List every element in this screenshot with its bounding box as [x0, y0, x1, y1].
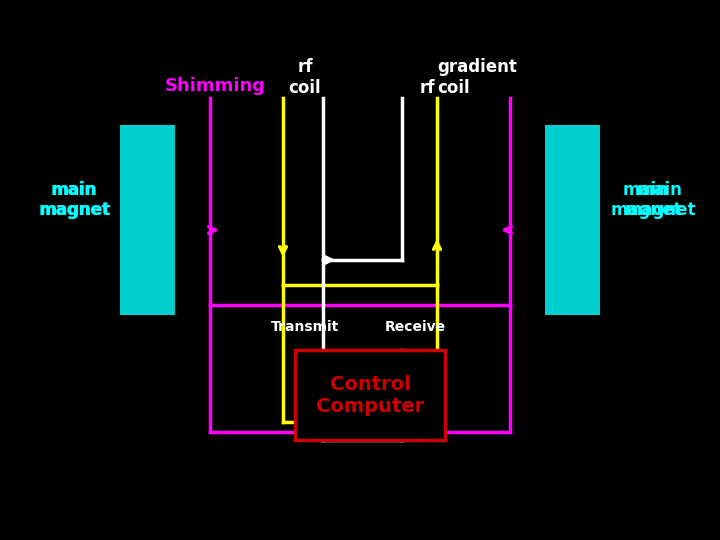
Text: Receive: Receive [384, 320, 446, 334]
Text: rf: rf [420, 79, 435, 97]
Text: Shimming: Shimming [164, 77, 266, 95]
Text: Transmit: Transmit [271, 320, 339, 334]
Text: gradient
coil: gradient coil [437, 58, 517, 97]
Bar [295, 350, 445, 440]
Bar [120, 125, 175, 315]
Text: main
magnet: main magnet [40, 180, 111, 219]
Text: rf
coil: rf coil [289, 58, 321, 97]
Text: Control
Computer: Control Computer [316, 375, 424, 415]
Bar [545, 125, 600, 315]
Text: main
magnet: main magnet [624, 180, 696, 219]
Text: main
magnet: main magnet [611, 180, 682, 219]
Text: main
magnet: main magnet [38, 180, 109, 219]
